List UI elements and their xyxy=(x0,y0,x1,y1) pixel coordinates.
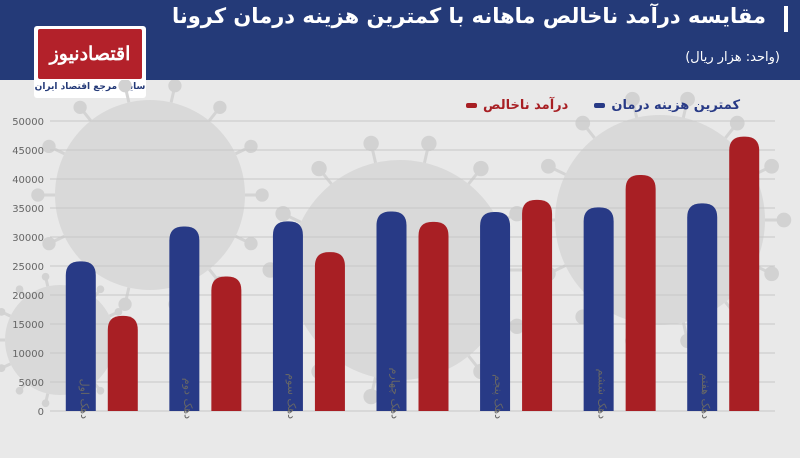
bars xyxy=(65,136,760,411)
title-accent-bar xyxy=(784,6,788,32)
legend-label: کمترین هزینه درمان xyxy=(611,97,740,113)
x-axis-ticks: دهک اول دهک دوم دهک سوم دهک چهارم دهک پنجم ده… xyxy=(78,368,712,419)
y-tick-label: 35000 xyxy=(12,204,44,215)
bar-cost xyxy=(272,221,303,411)
y-tick-label: 30000 xyxy=(12,233,44,244)
x-tick-label: دهک چهارم xyxy=(389,368,402,419)
y-tick-label: 15000 xyxy=(12,320,44,331)
bar-cost xyxy=(583,207,614,411)
legend-swatch xyxy=(466,102,478,108)
x-tick-label: دهک سوم xyxy=(285,373,298,419)
y-tick-label: 5000 xyxy=(19,378,44,389)
bar-income xyxy=(314,252,345,411)
legend-item: کمترین هزینه درمان xyxy=(594,96,740,114)
x-tick-label: دهک اول xyxy=(78,379,91,420)
legend-item: درآمد ناخالص xyxy=(466,96,568,114)
legend: درآمد ناخالص کمترین هزینه درمان xyxy=(466,96,740,114)
bar-chart: 0 5000 10000 15000 20000 25000 30000 35000 40000… xyxy=(0,80,792,419)
x-tick-label: دهک ششم xyxy=(596,369,609,419)
chart-title: مقایسه درآمد ناخالص ماهانه با کمترین هزی… xyxy=(171,4,766,28)
logo-wordmark: اقتصادنیوز xyxy=(38,29,142,79)
logo: اقتصادنیوز سایت مرجع اقتصاد ایران xyxy=(34,26,146,98)
bar-income xyxy=(729,136,760,411)
y-axis-ticks: 0 5000 10000 15000 20000 25000 30000 35000 40000… xyxy=(12,117,44,418)
bar-income xyxy=(522,199,553,411)
y-tick-label: 25000 xyxy=(12,262,44,273)
bar-cost xyxy=(376,211,407,411)
y-tick-label: 40000 xyxy=(12,175,44,186)
x-tick-label: دهک دوم xyxy=(181,378,194,419)
legend-label: درآمد ناخالص xyxy=(483,97,569,113)
bar-cost xyxy=(65,261,96,411)
bar-income xyxy=(211,276,242,411)
unit-subtitle: (واحد: هزار ریال) xyxy=(685,50,780,65)
bar-cost xyxy=(480,212,511,411)
y-tick-label: 45000 xyxy=(12,146,44,157)
x-tick-label: دهک پنجم xyxy=(492,374,505,419)
bar-cost xyxy=(169,226,200,411)
bar-income xyxy=(107,315,138,411)
bar-cost xyxy=(687,203,718,411)
logo-tagline: سایت مرجع اقتصاد ایران xyxy=(34,82,146,92)
y-tick-label: 10000 xyxy=(12,349,44,360)
bar-income xyxy=(418,221,449,411)
y-tick-label: 20000 xyxy=(12,291,44,302)
y-tick-label: 50000 xyxy=(12,117,44,128)
y-tick-label: 0 xyxy=(38,407,44,418)
x-tick-label: دهک هفتم xyxy=(699,373,712,419)
bar-income xyxy=(625,174,656,411)
legend-swatch xyxy=(594,102,606,108)
